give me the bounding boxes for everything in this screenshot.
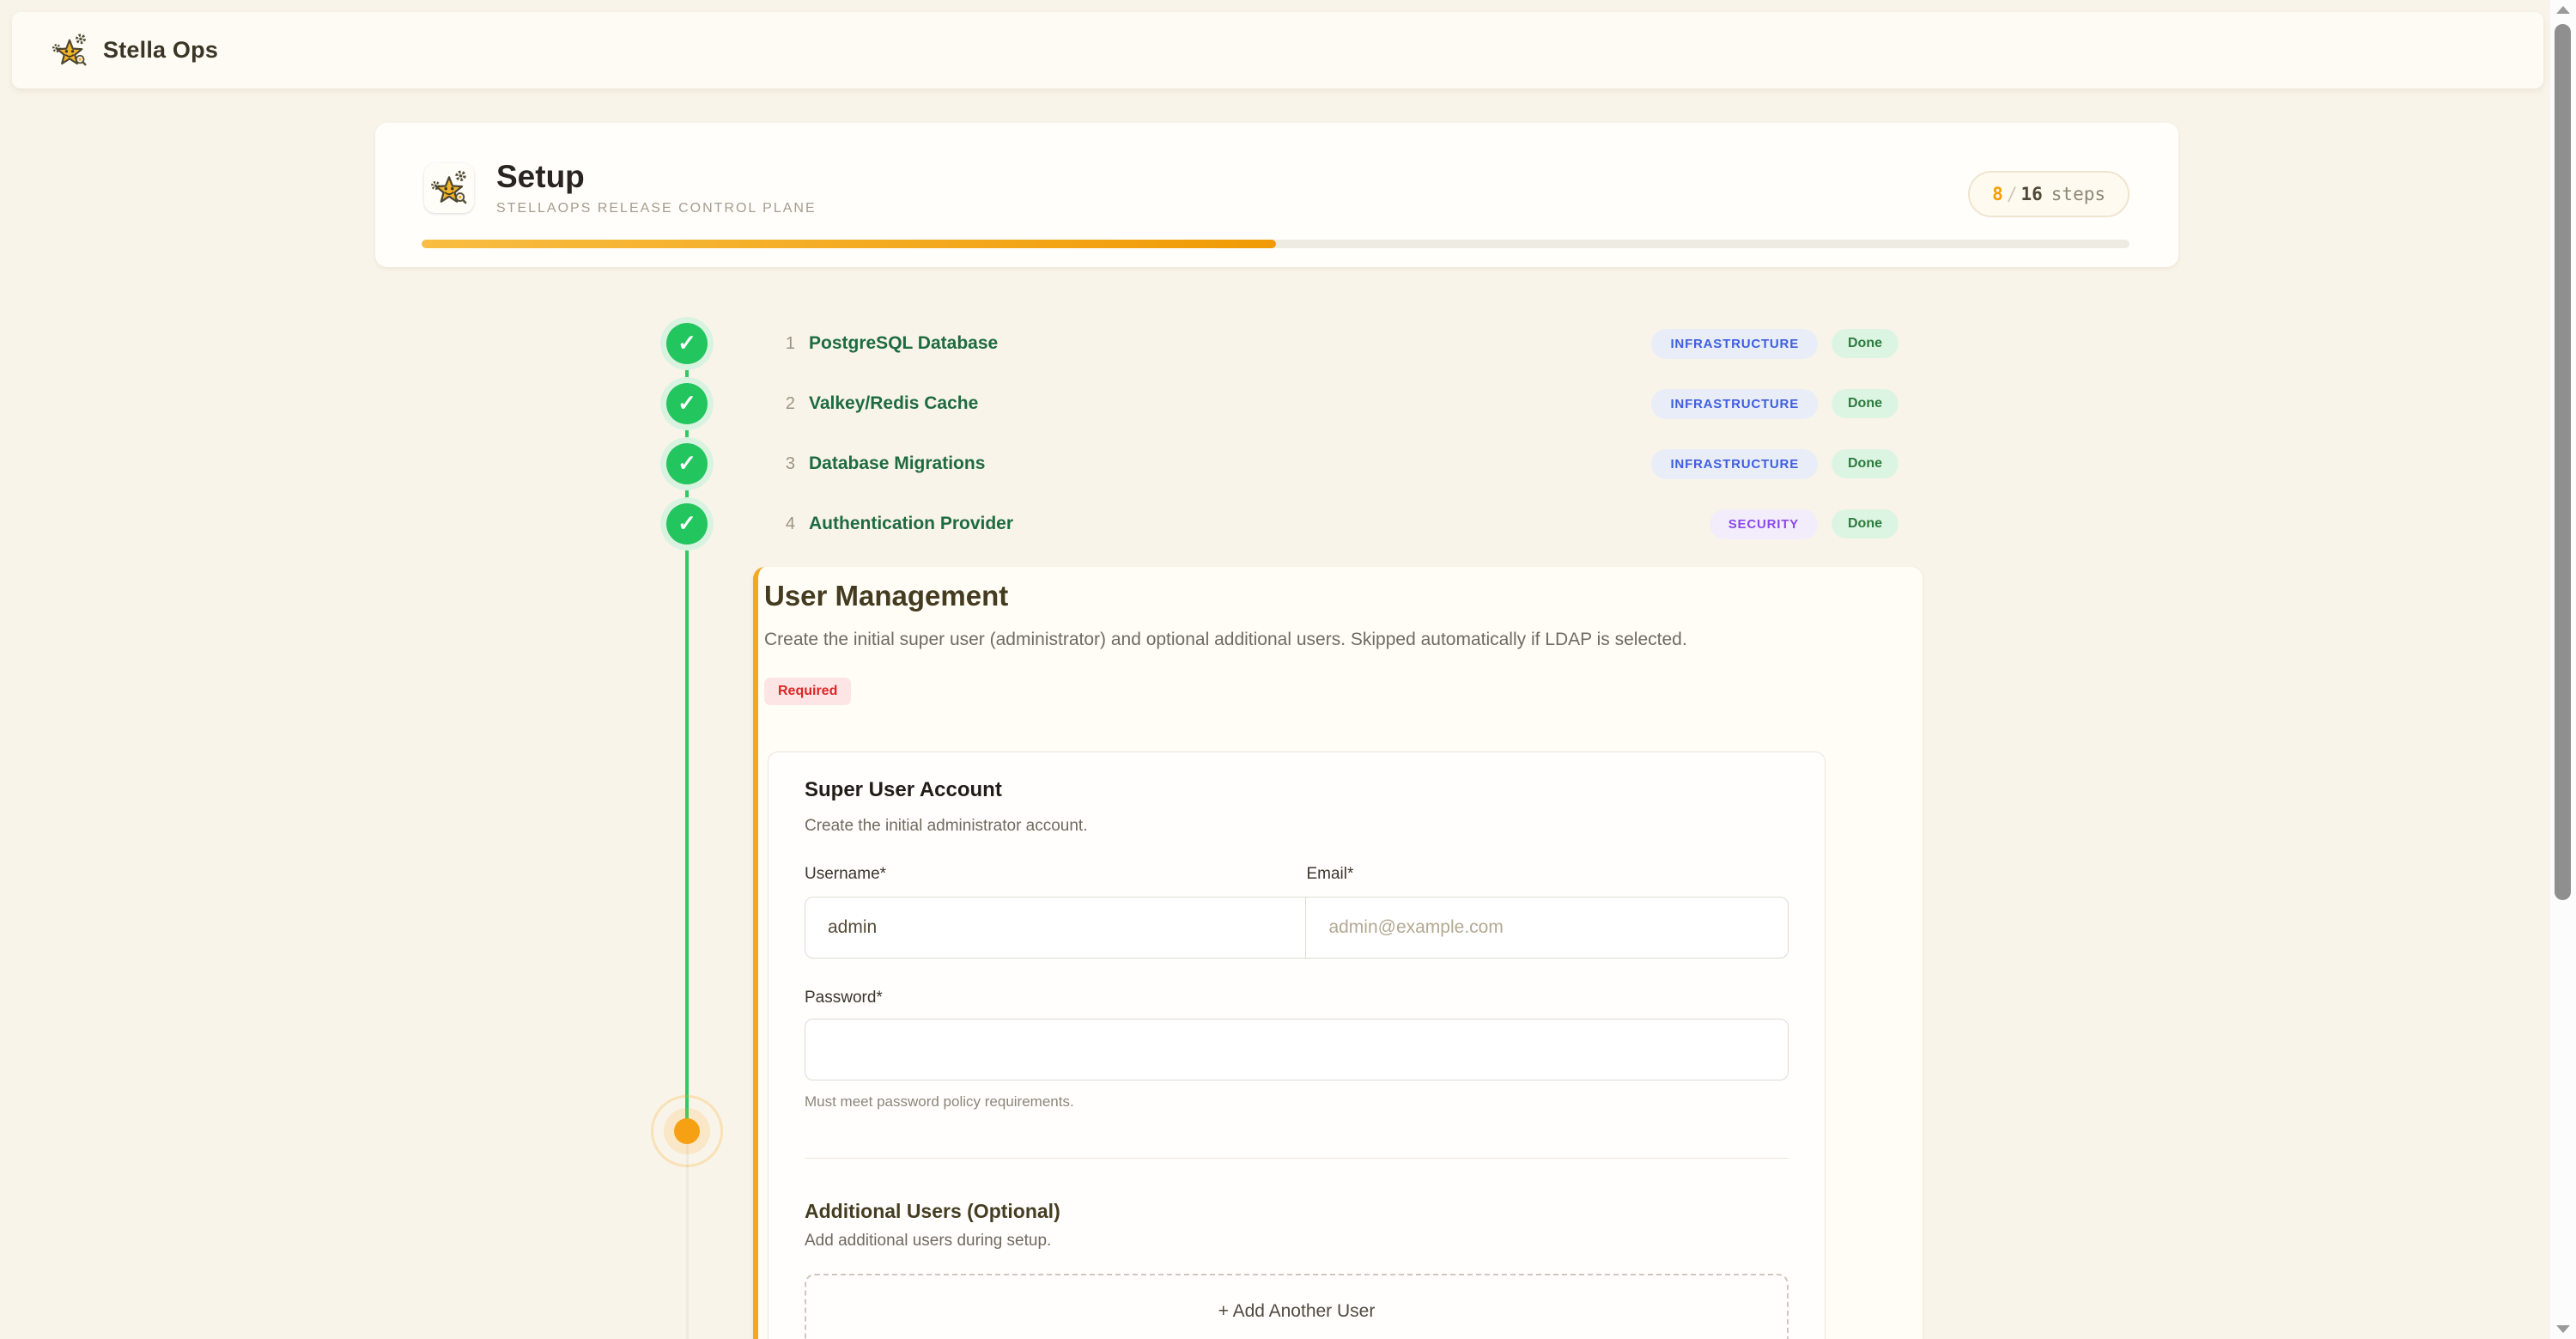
scroll-down-icon[interactable] bbox=[2556, 1325, 2570, 1333]
divider bbox=[805, 1158, 1789, 1159]
step-category-badge: SECURITY bbox=[1709, 508, 1818, 539]
step-title[interactable]: Database Migrations bbox=[809, 453, 986, 473]
username-email-row bbox=[805, 897, 1789, 959]
additional-users-subtitle: Add additional users during setup. bbox=[805, 1232, 1052, 1250]
step-category-badge: INFRASTRUCTURE bbox=[1651, 388, 1818, 419]
setup-subtitle: STELLAOPS RELEASE CONTROL PLANE bbox=[496, 200, 817, 216]
email-label: Email* bbox=[1306, 865, 1354, 883]
app-header: Stella Ops bbox=[12, 12, 2543, 88]
step-number: 1 bbox=[785, 333, 795, 353]
check-icon: ✓ bbox=[677, 450, 696, 476]
step-status-badge: Done bbox=[1832, 389, 1899, 418]
step-category-badge: INFRASTRUCTURE bbox=[1651, 448, 1818, 479]
super-user-subtitle: Create the initial administrator account… bbox=[805, 817, 1088, 835]
steps-total-count: 16 bbox=[2020, 184, 2043, 204]
step-row[interactable]: ✓ 1 PostgreSQL Database INFRASTRUCTURE D… bbox=[666, 313, 1899, 374]
timeline-line-completed bbox=[685, 344, 689, 1131]
step-complete-check-icon: ✓ bbox=[666, 503, 708, 545]
setup-title: Setup bbox=[496, 158, 585, 194]
required-badge: Required bbox=[764, 678, 852, 705]
step-complete-check-icon: ✓ bbox=[666, 323, 708, 364]
progress-fill bbox=[422, 240, 1276, 248]
scrollbar-track[interactable] bbox=[2550, 0, 2576, 1339]
step-row[interactable]: ✓ 3 Database Migrations INFRASTRUCTURE D… bbox=[666, 434, 1899, 494]
step-number: 2 bbox=[785, 393, 795, 413]
timeline-current-step-dot bbox=[651, 1095, 723, 1167]
super-user-card: Super User Account Create the initial ad… bbox=[768, 752, 1826, 1339]
additional-users-title: Additional Users (Optional) bbox=[805, 1200, 1060, 1222]
step-number: 3 bbox=[785, 453, 795, 473]
password-hint: Must meet password policy requirements. bbox=[805, 1093, 1074, 1110]
step-status-badge: Done bbox=[1832, 509, 1899, 539]
username-label: Username* bbox=[805, 865, 887, 883]
section-description: Create the initial super user (administr… bbox=[764, 630, 1687, 649]
steps-list: ✓ 1 PostgreSQL Database INFRASTRUCTURE D… bbox=[666, 313, 1899, 554]
step-status-badge: Done bbox=[1832, 329, 1899, 358]
check-icon: ✓ bbox=[677, 330, 696, 356]
brand-name: Stella Ops bbox=[103, 37, 219, 63]
password-label: Password* bbox=[805, 989, 883, 1007]
step-title[interactable]: Valkey/Redis Cache bbox=[809, 393, 979, 413]
setup-card-header: Setup STELLAOPS RELEASE CONTROL PLANE 8 … bbox=[424, 159, 2129, 217]
step-row[interactable]: ✓ 2 Valkey/Redis Cache INFRASTRUCTURE Do… bbox=[666, 374, 1899, 434]
step-number: 4 bbox=[785, 514, 795, 533]
scroll-up-icon[interactable] bbox=[2556, 6, 2570, 14]
steps-done-count: 8 bbox=[1992, 184, 2003, 204]
super-user-title: Super User Account bbox=[805, 778, 1002, 801]
section-title: User Management bbox=[764, 580, 1009, 612]
step-row[interactable]: ✓ 4 Authentication Provider SECURITY Don… bbox=[666, 494, 1899, 554]
step-title[interactable]: PostgreSQL Database bbox=[809, 333, 999, 353]
user-management-panel: User Management Create the initial super… bbox=[753, 567, 1923, 1339]
steps-progress-badge: 8 / 16 steps bbox=[1968, 171, 2129, 217]
setup-card: Setup STELLAOPS RELEASE CONTROL PLANE 8 … bbox=[375, 123, 2178, 267]
stellaops-logo-icon[interactable] bbox=[50, 31, 89, 70]
step-category-badge: INFRASTRUCTURE bbox=[1651, 328, 1818, 359]
email-input[interactable] bbox=[1306, 898, 1788, 958]
check-icon: ✓ bbox=[677, 510, 696, 536]
check-icon: ✓ bbox=[677, 390, 696, 416]
steps-separator: / bbox=[2006, 184, 2018, 204]
password-input[interactable] bbox=[805, 1019, 1789, 1080]
scrollbar-thumb[interactable] bbox=[2555, 24, 2571, 900]
username-input[interactable] bbox=[805, 898, 1307, 958]
add-another-user-button[interactable]: + Add Another User bbox=[805, 1274, 1789, 1339]
timeline-line-upcoming bbox=[686, 1131, 689, 1339]
progress-bar bbox=[422, 240, 2129, 248]
step-status-badge: Done bbox=[1832, 449, 1899, 478]
step-title[interactable]: Authentication Provider bbox=[809, 514, 1014, 533]
setup-mascot-icon bbox=[424, 163, 474, 213]
step-complete-check-icon: ✓ bbox=[666, 383, 708, 424]
step-complete-check-icon: ✓ bbox=[666, 443, 708, 484]
steps-suffix: steps bbox=[2050, 184, 2105, 204]
